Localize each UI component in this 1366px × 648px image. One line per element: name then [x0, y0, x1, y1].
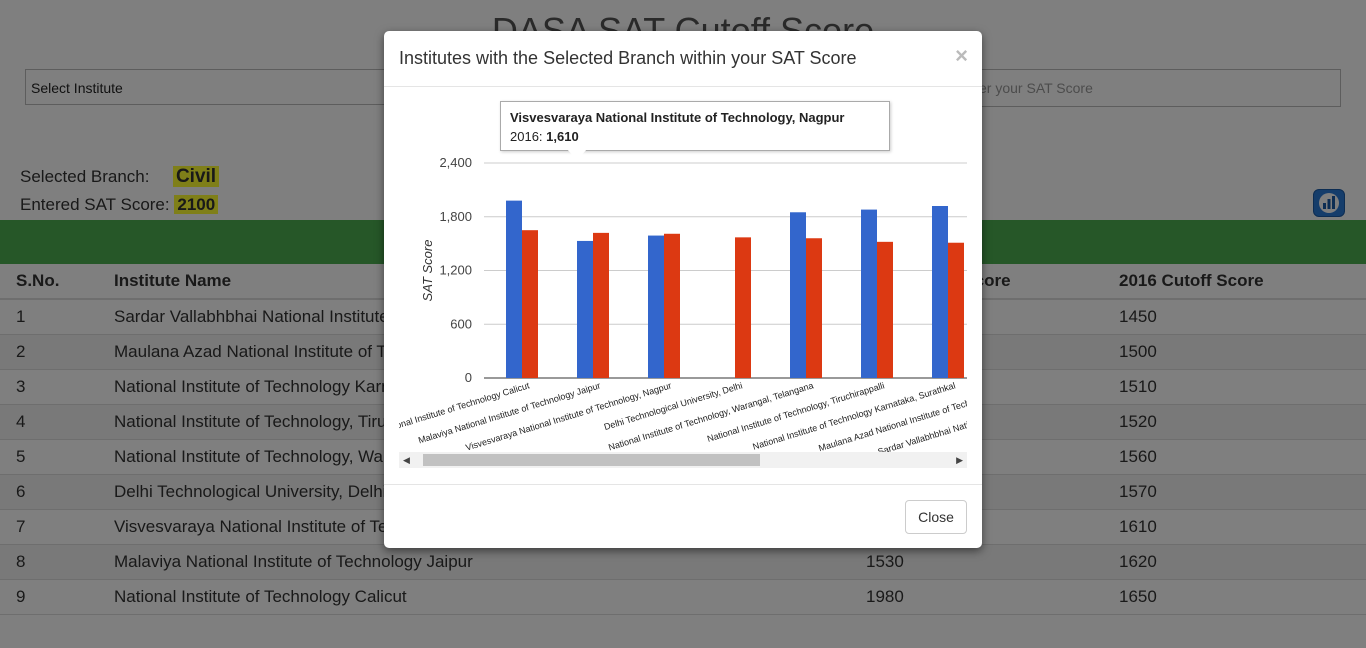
- y-tick-label: 0: [465, 370, 472, 385]
- chart-scrollbar[interactable]: ◀ ▶: [399, 452, 967, 468]
- scroll-right-icon[interactable]: ▶: [956, 455, 963, 465]
- scroll-thumb[interactable]: [423, 454, 760, 466]
- bar-2016: [664, 233, 680, 378]
- y-axis-label: SAT Score: [420, 240, 435, 302]
- bar-2016: [948, 242, 964, 378]
- chart-tooltip: Visvesvaraya National Institute of Techn…: [500, 101, 890, 151]
- y-tick-label: 1,200: [439, 263, 472, 278]
- chart-area: 0 600 1,200 1,800 2,400 SAT Score National Ins…: [399, 101, 967, 471]
- bar-2016: [806, 238, 822, 378]
- bar-2015: [577, 240, 593, 378]
- bar-2015: [506, 200, 522, 378]
- scroll-left-icon[interactable]: ◀: [403, 455, 410, 465]
- close-icon[interactable]: ×: [955, 43, 968, 68]
- tooltip-value: 1,610: [546, 129, 579, 144]
- tooltip-institute: Visvesvaraya National Institute of Techn…: [510, 110, 845, 125]
- bar-2015: [790, 212, 806, 378]
- tooltip-arrow: [566, 148, 588, 160]
- y-tick-label: 600: [450, 316, 472, 331]
- chart-modal: Institutes with the Selected Branch with…: [384, 31, 982, 548]
- tooltip-series: 2016:: [510, 129, 543, 144]
- bar-2015: [932, 206, 948, 378]
- bar-2016: [522, 230, 538, 378]
- y-tick-label: 2,400: [439, 155, 472, 170]
- y-tick-label: 1,800: [439, 209, 472, 224]
- bar-2016: [735, 237, 751, 378]
- bar-2016: [877, 241, 893, 378]
- bar-2015: [648, 235, 664, 378]
- tooltip-value-line: 2016: 1,610: [510, 129, 579, 144]
- modal-title: Institutes with the Selected Branch with…: [399, 48, 857, 68]
- close-button[interactable]: Close: [905, 500, 967, 534]
- modal-header: Institutes with the Selected Branch with…: [384, 31, 982, 87]
- bar-2015: [861, 209, 877, 378]
- modal-footer: Close: [384, 484, 982, 549]
- bar-2016: [593, 232, 609, 378]
